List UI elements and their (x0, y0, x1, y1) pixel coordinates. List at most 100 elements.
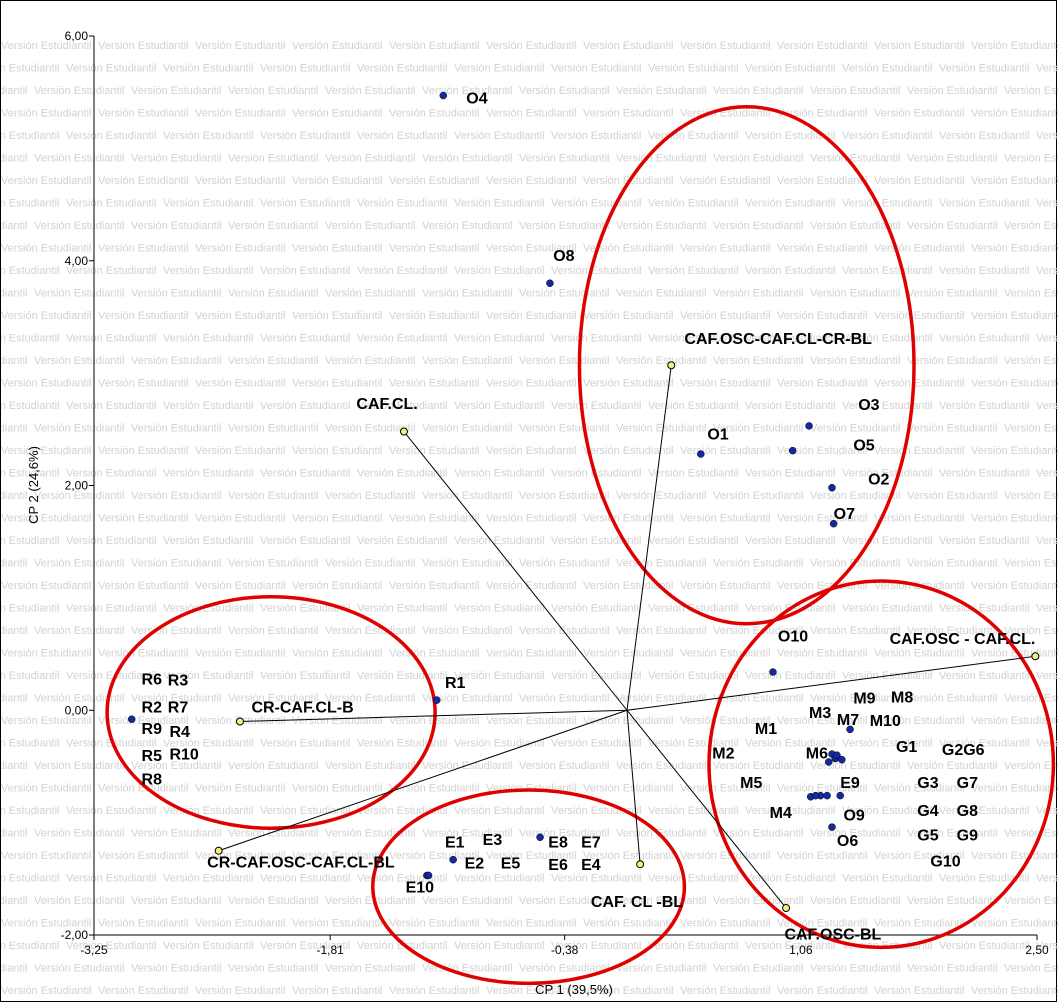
watermark-text: Versión Estudiantil (1, 513, 92, 525)
watermark-text: Versión Estudiantil (810, 85, 901, 97)
watermark-text: Versión Estudiantil (616, 490, 707, 502)
watermark-text: Versión Estudiantil (228, 625, 319, 637)
watermark-text: Versión Estudiantil (292, 985, 383, 997)
watermark-text: Versión Estudiantil (66, 333, 157, 345)
watermark-text: Versión Estudiantil (1, 805, 60, 817)
watermark-text: Versión Estudiantil (777, 243, 868, 255)
watermark-text: Versión Estudiantil (1004, 85, 1058, 97)
watermark-text: Versión Estudiantil (680, 243, 771, 255)
watermark-text: Versión Estudiantil (66, 130, 157, 142)
watermark-text: Versión Estudiantil (648, 670, 739, 682)
watermark-text: Versión Estudiantil (1, 783, 92, 795)
loading-vector-line (403, 431, 628, 711)
point-label: G9 (957, 828, 978, 845)
watermark-text: Versión Estudiantil (325, 828, 416, 840)
watermark-text: Versión Estudiantil (389, 445, 480, 457)
watermark-text: Versión Estudiantil (551, 535, 642, 547)
watermark-text: Versión Estudiantil (98, 310, 189, 322)
watermark-text: Versión Estudiantil (519, 355, 610, 367)
watermark-text: Versión Estudiantil (163, 265, 254, 277)
watermark-text: Versión Estudiantil (745, 400, 836, 412)
watermark-text: Versión Estudiantil (389, 513, 480, 525)
watermark-text: Versión Estudiantil (874, 378, 965, 390)
watermark-text: Versión Estudiantil (971, 108, 1058, 120)
watermark-text: Versión Estudiantil (1, 153, 28, 165)
watermark-text: Versión Estudiantil (810, 288, 901, 300)
watermark-text: Versión Estudiantil (163, 873, 254, 885)
watermark-text: Versión Estudiantil (907, 625, 998, 637)
watermark-text: Versión Estudiantil (98, 648, 189, 660)
point-label: R4 (169, 724, 190, 741)
watermark-text: Versión Estudiantil (777, 715, 868, 727)
watermark-text: Versión Estudiantil (98, 243, 189, 255)
watermark-text: Versión Estudiantil (680, 918, 771, 930)
point-label: O8 (553, 248, 574, 265)
watermark-text: Versión Estudiantil (616, 288, 707, 300)
y-tick-label: 6,00 (65, 29, 89, 43)
watermark-text: Versión Estudiantil (163, 805, 254, 817)
watermark-text: Versión Estudiantil (325, 355, 416, 367)
watermark-text: Versión Estudiantil (66, 805, 157, 817)
watermark-text: Versión Estudiantil (680, 648, 771, 660)
x-tick-label: 1,06 (789, 943, 813, 957)
watermark-text: Versión Estudiantil (907, 288, 998, 300)
watermark-text: Versión Estudiantil (1, 828, 28, 840)
y-axis-label: CP 2 (24,6%) (26, 446, 41, 524)
watermark-text: Versión Estudiantil (1004, 288, 1058, 300)
watermark-text: Versión Estudiantil (1036, 468, 1058, 480)
watermark-text: Versión Estudiantil (357, 400, 448, 412)
watermark-text: Versión Estudiantil (357, 265, 448, 277)
watermark-text: Versión Estudiantil (971, 243, 1058, 255)
watermark-text: Versión Estudiantil (98, 580, 189, 592)
watermark-text: Versión Estudiantil (648, 333, 739, 345)
watermark-text: Versión Estudiantil (1036, 63, 1058, 75)
watermark-text: Versión Estudiantil (260, 400, 351, 412)
watermark-text: Versión Estudiantil (260, 873, 351, 885)
watermark-text: Versión Estudiantil (1, 693, 28, 705)
watermark-text: Versión Estudiantil (486, 648, 577, 660)
watermark-text: Versión Estudiantil (486, 175, 577, 187)
vector-label: CR-CAF.OSC-CAF.CL-BL (207, 855, 395, 872)
watermark-text: Versión Estudiantil (939, 400, 1030, 412)
watermark-text: Versión Estudiantil (648, 198, 739, 210)
watermark-text: Versión Estudiantil (810, 895, 901, 907)
watermark-text: Versión Estudiantil (357, 670, 448, 682)
watermark-text: Versión Estudiantil (745, 805, 836, 817)
watermark-text: Versión Estudiantil (1, 558, 28, 570)
watermark-text: Versión Estudiantil (66, 670, 157, 682)
watermark-text: Versión Estudiantil (34, 490, 125, 502)
watermark-text: Versión Estudiantil (680, 40, 771, 52)
watermark-text: Versión Estudiantil (842, 63, 933, 75)
watermark-text: Versión Estudiantil (810, 693, 901, 705)
point-labels: O4 O8 O1 O3 O5 O2 O7 O10 R1 R6 R3 R2 R7 R9 R4 R5 R10 R8 M9… (142, 90, 1036, 943)
watermark-text: Versión Estudiantil (583, 783, 674, 795)
watermark-text: Versión Estudiantil (810, 220, 901, 232)
point-label: R10 (169, 747, 198, 764)
point-label: O6 (837, 833, 858, 850)
watermark-text: Versión Estudiantil (745, 333, 836, 345)
loading-vector-point (636, 860, 645, 869)
point-label: R5 (142, 748, 163, 765)
watermark-text: Versión Estudiantil (131, 490, 222, 502)
loading-vector-line (626, 709, 787, 909)
loading-vector-line (239, 709, 628, 722)
watermark-text: Versión Estudiantil (939, 940, 1030, 952)
watermark-text: Versión Estudiantil (971, 513, 1058, 525)
cluster-ellipse (577, 105, 916, 626)
watermark-text: Versión Estudiantil (842, 198, 933, 210)
watermark-text: Versión Estudiantil (810, 423, 901, 435)
watermark-text: Versión Estudiantil (228, 558, 319, 570)
watermark-text: Versión Estudiantil (777, 513, 868, 525)
watermark-text: Versión Estudiantil (389, 378, 480, 390)
watermark-text: Versión Estudiantil (195, 445, 286, 457)
watermark-text: Versión Estudiantil (971, 715, 1058, 727)
watermark-text: Versión Estudiantil (98, 445, 189, 457)
score-point (449, 855, 457, 864)
point-label: R9 (142, 721, 163, 738)
watermark-text: Versión Estudiantil (810, 963, 901, 975)
watermark-text: Versión Estudiantil (583, 445, 674, 457)
watermark-text: Versión Estudiantil (616, 760, 707, 772)
vector-label: CAF.OSC-BL (784, 926, 881, 943)
y-tick-label: -2,00 (61, 928, 89, 942)
point-label: G3 (917, 775, 938, 792)
